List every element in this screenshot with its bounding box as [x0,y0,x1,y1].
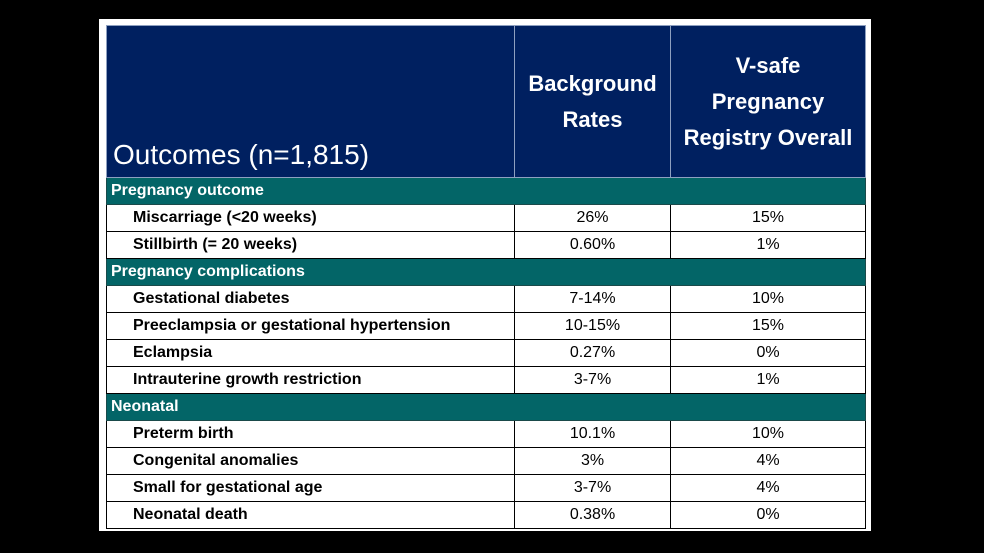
row-background-rate: 3-7% [514,366,671,394]
table-row: Preeclampsia or gestational hypertension… [106,312,866,340]
section-title: Neonatal [106,393,866,421]
row-background-rate: 3% [514,447,671,475]
table-row: Small for gestational age 3-7% 4% [106,474,866,502]
row-vsafe-rate: 0% [670,501,866,529]
table-row: Stillbirth (= 20 weeks) 0.60% 1% [106,231,866,259]
row-vsafe-rate: 4% [670,474,866,502]
row-background-rate: 0.38% [514,501,671,529]
table-row: Miscarriage (<20 weeks) 26% 15% [106,204,866,232]
header-background-rates-line-1: Background [528,70,657,96]
row-label: Neonatal death [106,501,515,529]
header-background-rates: Background Rates [514,25,671,178]
row-label: Preterm birth [106,420,515,448]
table-row: Congenital anomalies 3% 4% [106,447,866,475]
row-label: Miscarriage (<20 weeks) [106,204,515,232]
table-row: Neonatal death 0.38% 0% [106,501,866,529]
row-vsafe-rate: 10% [670,420,866,448]
row-vsafe-rate: 4% [670,447,866,475]
row-vsafe-rate: 10% [670,285,866,313]
header-vsafe-line-2: Pregnancy [711,88,825,114]
row-label: Preeclampsia or gestational hypertension [106,312,515,340]
table-row: Intrauterine growth restriction 3-7% 1% [106,366,866,394]
row-label: Intrauterine growth restriction [106,366,515,394]
table-row: Eclampsia 0.27% 0% [106,339,866,367]
row-label: Gestational diabetes [106,285,515,313]
header-vsafe-line-3: Registry Overall [683,124,853,150]
header-vsafe-registry: V-safe Pregnancy Registry Overall [670,25,866,178]
row-background-rate: 3-7% [514,474,671,502]
row-label: Congenital anomalies [106,447,515,475]
section-title: Pregnancy complications [106,258,866,286]
row-background-rate: 0.27% [514,339,671,367]
row-label: Stillbirth (= 20 weeks) [106,231,515,259]
row-background-rate: 7-14% [514,285,671,313]
section-row-pregnancy-complications: Pregnancy complications [106,258,866,286]
table-row: Preterm birth 10.1% 10% [106,420,866,448]
row-background-rate: 26% [514,204,671,232]
row-background-rate: 10.1% [514,420,671,448]
header-outcomes-text: Outcomes (n=1,815) [113,139,370,170]
section-row-pregnancy-outcome: Pregnancy outcome [106,177,866,205]
row-vsafe-rate: 1% [670,366,866,394]
section-row-neonatal: Neonatal [106,393,866,421]
row-background-rate: 0.60% [514,231,671,259]
header-row: Outcomes (n=1,815) Background Rates V-sa… [106,25,866,178]
row-vsafe-rate: 15% [670,204,866,232]
row-vsafe-rate: 15% [670,312,866,340]
header-vsafe-line-1: V-safe [735,52,801,78]
row-vsafe-rate: 1% [670,231,866,259]
header-background-rates-line-2: Rates [562,106,623,132]
table-row: Gestational diabetes 7-14% 10% [106,285,866,313]
outcomes-table: Outcomes (n=1,815) Background Rates V-sa… [106,25,866,529]
header-outcomes: Outcomes (n=1,815) [106,25,515,178]
row-background-rate: 10-15% [514,312,671,340]
row-label: Eclampsia [106,339,515,367]
row-label: Small for gestational age [106,474,515,502]
section-title: Pregnancy outcome [106,177,866,205]
row-vsafe-rate: 0% [670,339,866,367]
